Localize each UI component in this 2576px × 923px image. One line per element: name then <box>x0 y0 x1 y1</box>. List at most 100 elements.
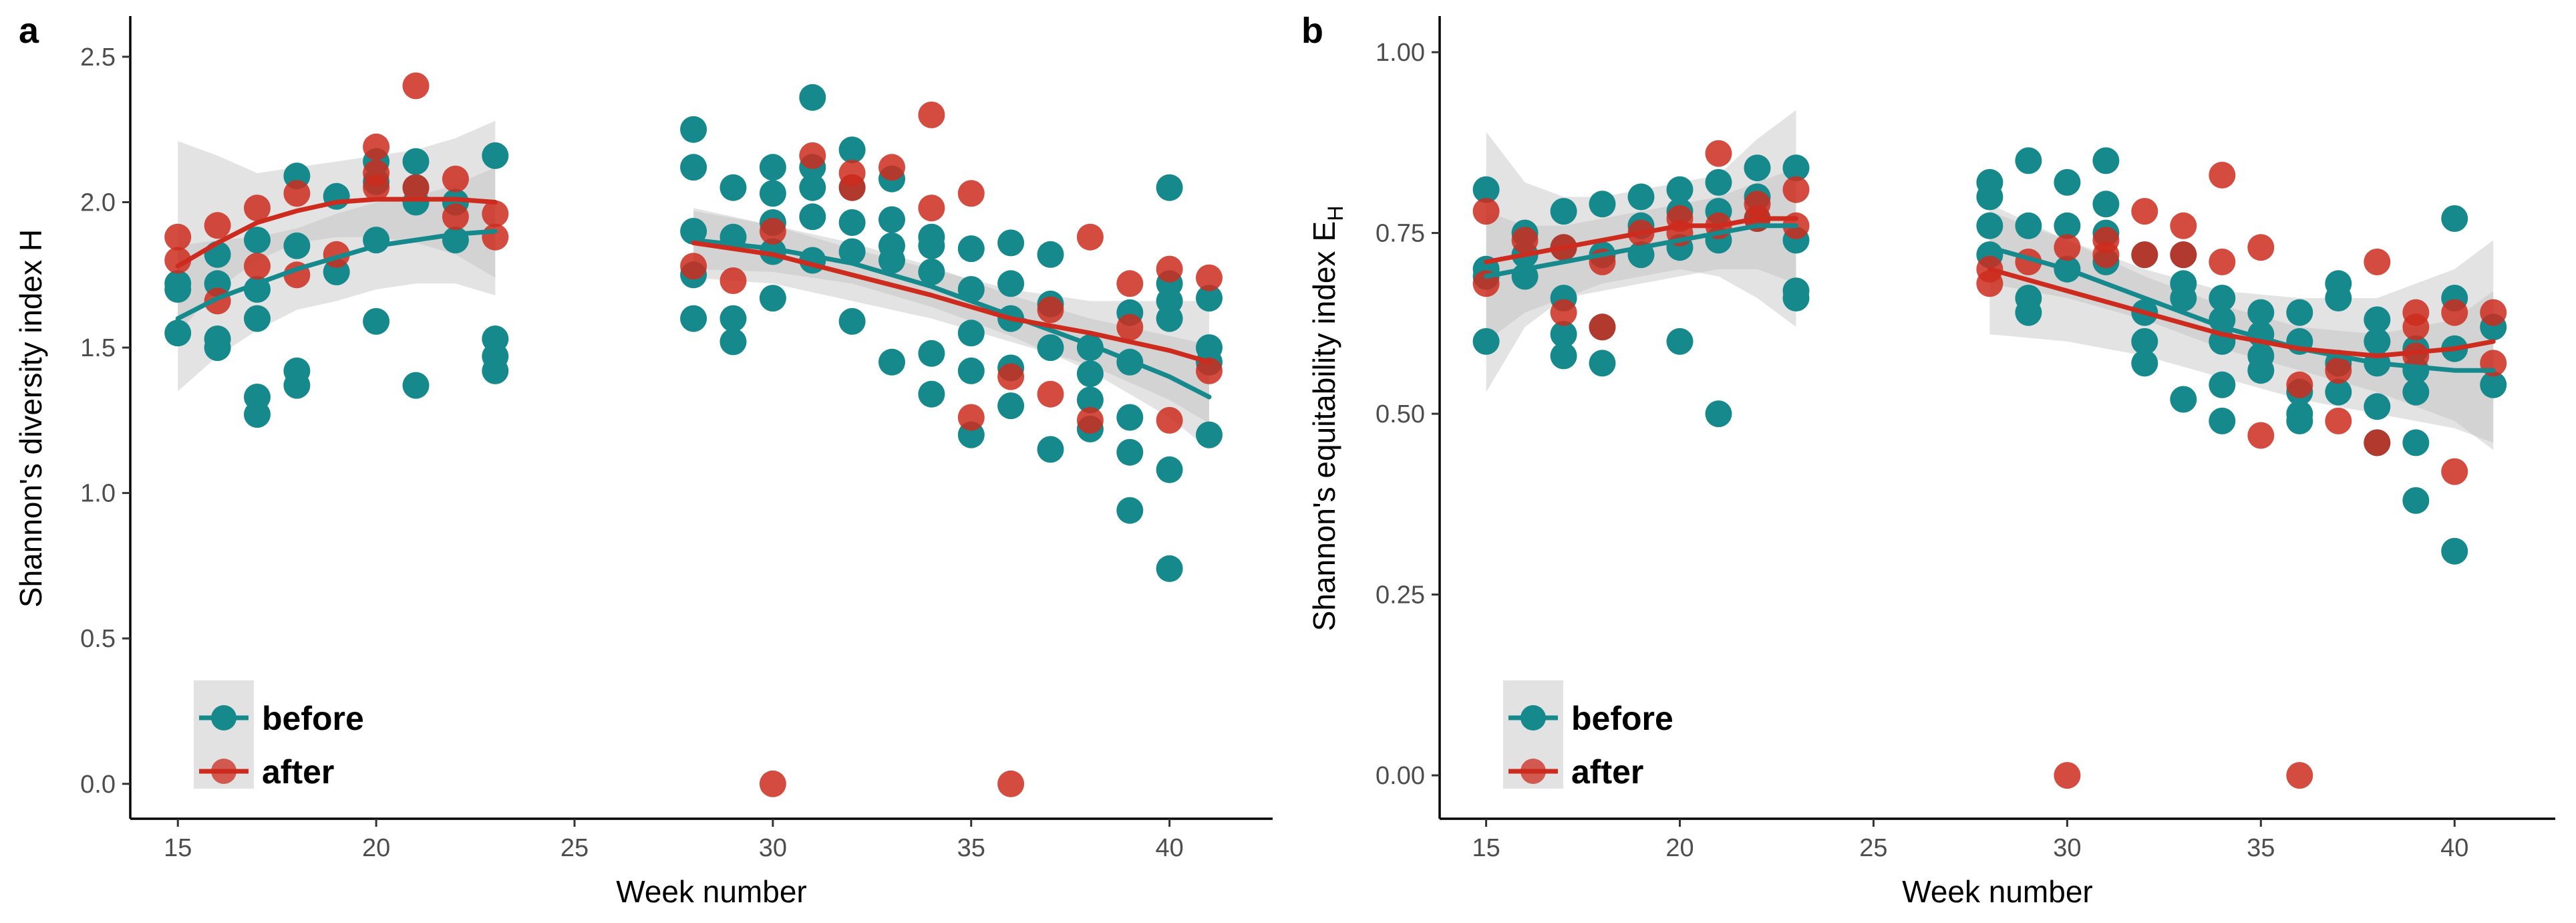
data-point-before <box>2402 429 2430 456</box>
data-point-before <box>2092 147 2120 174</box>
data-point-before <box>2364 393 2391 420</box>
data-point-after <box>1782 176 1810 203</box>
y-axis-title-b-symbol: E <box>1307 221 1341 242</box>
data-point-after <box>2402 299 2430 326</box>
y-tick-label: 0.25 <box>1376 581 1425 610</box>
data-point-before <box>957 235 985 263</box>
data-point-before <box>878 206 905 233</box>
data-point-before <box>283 357 311 384</box>
data-point-before <box>719 174 747 201</box>
data-point-after <box>1511 227 1539 254</box>
data-point-before <box>2247 299 2275 326</box>
data-point-before <box>402 148 430 175</box>
data-point-before <box>1550 321 1577 348</box>
data-point-before <box>244 305 271 332</box>
data-point-before <box>2441 537 2468 565</box>
axes-a: 15 20 25 30 35 40 0.0 0.5 1.0 1.5 2.0 2.5 <box>80 16 1273 862</box>
data-point-before <box>1472 327 1500 355</box>
data-point-after <box>2325 357 2352 384</box>
data-point-before <box>719 328 747 356</box>
data-point-after <box>799 142 826 169</box>
data-point-after <box>1705 140 1732 167</box>
data-point-after <box>402 174 430 201</box>
y-axis-title-b-main: Shannon's equitability index <box>1307 251 1341 631</box>
data-point-after <box>363 160 390 186</box>
data-point-after <box>1550 299 1577 326</box>
data-point-after <box>1472 198 1500 225</box>
data-point-before <box>2286 299 2313 326</box>
data-point-before <box>719 305 747 332</box>
data-point-before <box>2015 147 2042 174</box>
x-tick-label: 20 <box>1665 834 1694 862</box>
data-point-after <box>1196 264 1223 291</box>
y-axis-title-a-main: Shannon's diversity index H <box>13 229 48 608</box>
data-point-before <box>2480 371 2507 398</box>
data-point-before <box>1156 555 1183 582</box>
data-point-before <box>997 392 1025 420</box>
data-point-after <box>957 180 985 207</box>
fit-line-before-2-a <box>691 237 1212 400</box>
data-point-before <box>759 154 786 181</box>
data-point-before <box>680 154 707 181</box>
data-point-before <box>2015 285 2042 311</box>
y-axis-title-b-subscript: H <box>1323 206 1347 221</box>
data-point-before <box>204 325 231 352</box>
data-point-after <box>2402 342 2430 370</box>
data-point-before <box>680 116 707 143</box>
data-point-after <box>759 770 786 797</box>
data-point-before <box>244 227 271 254</box>
data-point-before <box>1705 400 1732 428</box>
data-point-before <box>2015 212 2042 239</box>
data-point-after <box>2441 458 2468 485</box>
data-point-before <box>1116 497 1144 524</box>
data-point-before <box>918 223 945 251</box>
data-point-before <box>799 203 826 231</box>
data-point-before <box>799 174 826 201</box>
legend-label-after-a: after <box>262 753 334 791</box>
x-tick-label: 40 <box>2440 834 2468 862</box>
data-point-after <box>957 404 985 431</box>
data-point-after <box>1116 270 1144 297</box>
data-point-before <box>2325 270 2352 297</box>
data-point-after <box>363 133 390 160</box>
data-point-after <box>283 180 311 207</box>
confidence-band-before-2-a <box>693 211 1209 450</box>
data-point-before <box>1782 154 1810 182</box>
y-tick-label: 2.0 <box>80 188 116 217</box>
data-point-before <box>680 218 707 245</box>
data-point-after <box>719 267 747 294</box>
data-point-before <box>244 384 271 410</box>
data-point-before <box>838 238 866 265</box>
data-point-after <box>164 247 192 274</box>
data-point-before <box>1589 350 1616 377</box>
x-tick-label: 35 <box>957 834 985 862</box>
data-point-before <box>164 270 192 297</box>
legend-label-after-b: after <box>1571 753 1643 791</box>
panel-label-a: a <box>19 11 39 51</box>
x-axis-title-a: Week number <box>616 874 807 909</box>
fit-line-after-2-b <box>1987 267 2496 358</box>
fit-line-after-1-b <box>1484 216 1798 265</box>
legend-b: before after <box>1503 680 1673 791</box>
data-point-before <box>2286 400 2313 428</box>
x-tick-label: 35 <box>2247 834 2275 862</box>
data-point-before <box>1666 176 1694 203</box>
data-point-before <box>759 180 786 207</box>
legend-key-after-marker-b <box>1520 759 1546 784</box>
data-point-after <box>482 200 509 227</box>
y-tick-label: 0.0 <box>80 771 116 799</box>
data-point-before <box>1116 404 1144 431</box>
data-point-before <box>1156 456 1183 483</box>
data-point-before <box>1116 438 1144 466</box>
data-point-before <box>1550 198 1577 225</box>
data-point-after <box>2286 762 2313 789</box>
data-point-before <box>2247 342 2275 370</box>
data-point-before <box>1589 190 1616 218</box>
x-tick-label: 20 <box>362 834 390 862</box>
y-tick-label: 0.5 <box>80 625 116 653</box>
panel-a: a 15 20 25 30 35 40 0.0 0.5 1.0 1.5 2.0 2.5 Week nu… <box>13 11 1273 909</box>
y-tick-label: 0.00 <box>1376 762 1425 790</box>
data-point-after <box>680 253 707 280</box>
data-point-before <box>759 285 786 312</box>
data-point-after <box>759 218 786 245</box>
